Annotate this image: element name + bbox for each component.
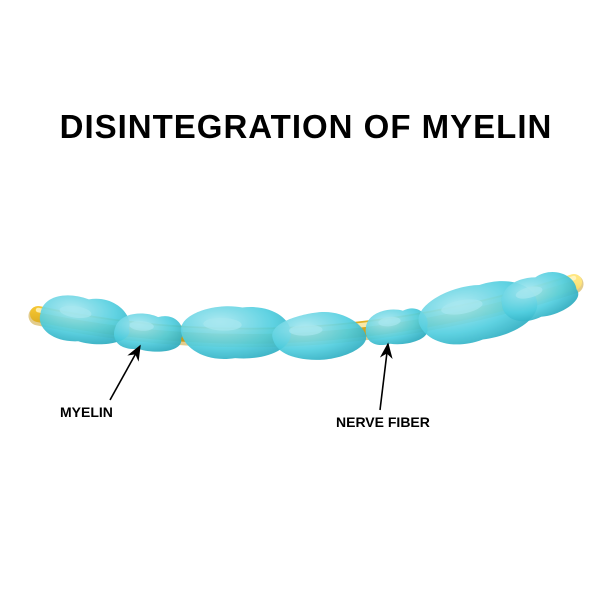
myelin-patch	[364, 306, 430, 348]
myelin-label: MYELIN	[60, 404, 113, 420]
nerve-fiber-arrow	[380, 344, 388, 410]
myelin-patch	[271, 311, 366, 362]
myelin-arrow	[110, 346, 140, 400]
myelin-sheath	[37, 266, 582, 361]
diagram-canvas: DISINTEGRATION OF MYELIN	[0, 0, 612, 589]
myelin-diagram-svg	[0, 0, 612, 589]
myelin-patch	[113, 312, 184, 354]
nerve-fiber-label: NERVE FIBER	[336, 414, 430, 430]
